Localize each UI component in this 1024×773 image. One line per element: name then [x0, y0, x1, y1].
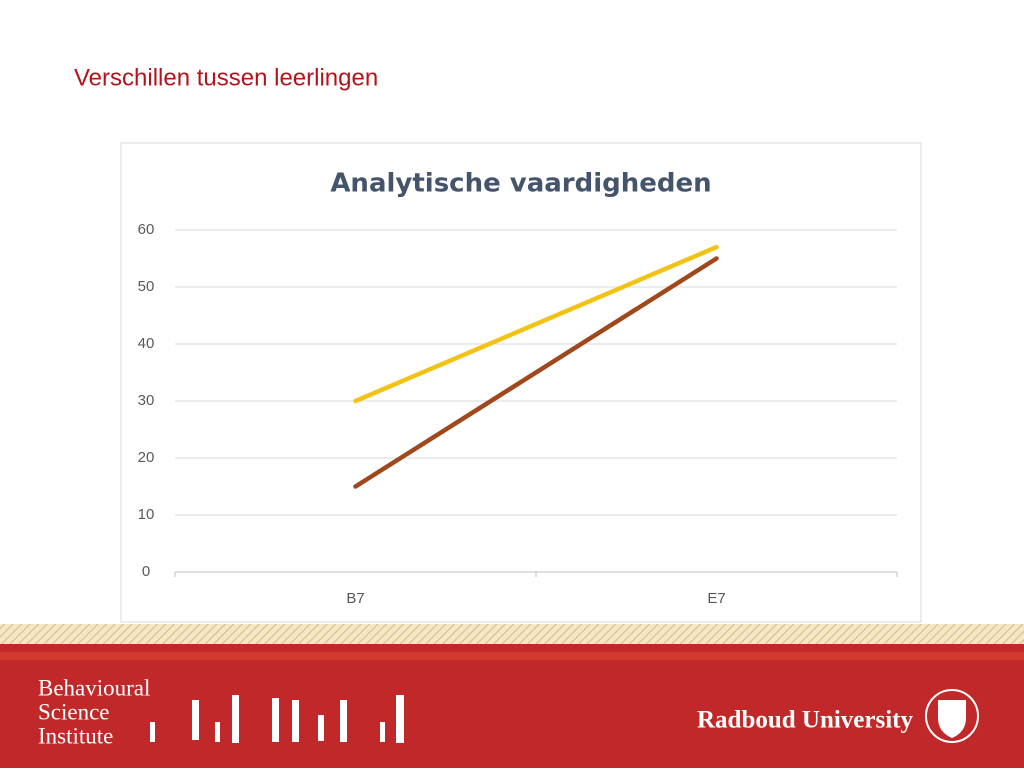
footer-band	[0, 644, 1024, 768]
chart-title: Analytische vaardigheden	[330, 169, 711, 199]
x-tick-label: E7	[707, 590, 725, 607]
y-tick-label: 0	[142, 563, 150, 580]
y-tick-label: 30	[138, 392, 155, 409]
slide-title: Verschillen tussen leerlingen	[74, 64, 378, 91]
institute-line: Behavioural	[38, 675, 150, 700]
series-line	[353, 244, 719, 404]
y-tick-label: 40	[138, 335, 155, 352]
university-crest	[925, 689, 979, 743]
plot-area: 0 10 20 30 40 50 60 B7 E7	[138, 221, 898, 607]
y-tick-label: 10	[138, 506, 155, 523]
university-name: Radboud University	[697, 707, 914, 734]
y-tick-label: 60	[138, 221, 155, 238]
institute-line: Science	[38, 699, 110, 724]
institute-logo: Behavioural Science Institute	[38, 675, 150, 748]
footer-stripe	[0, 652, 1024, 660]
footer-hatch	[0, 624, 1024, 646]
series-line	[353, 256, 719, 489]
y-tick-label: 50	[138, 278, 155, 295]
institute-line: Institute	[38, 723, 113, 748]
x-tick-label: B7	[346, 590, 364, 607]
y-tick-label: 20	[138, 449, 155, 466]
people-figures	[150, 695, 404, 743]
